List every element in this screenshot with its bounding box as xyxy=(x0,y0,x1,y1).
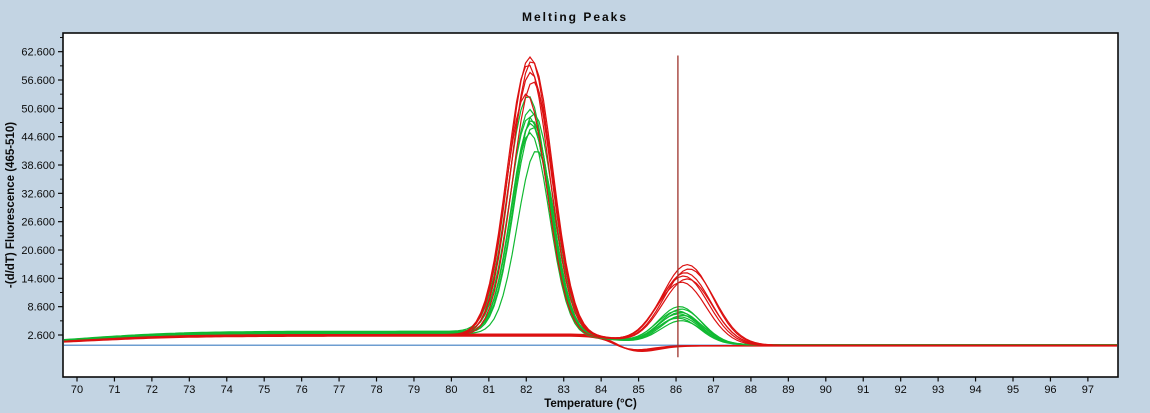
y-tick-label: 26.600 xyxy=(21,217,55,229)
x-tick-label: 97 xyxy=(1082,384,1094,396)
x-tick-label: 73 xyxy=(183,384,195,396)
x-axis-label: Temperature (°C) xyxy=(544,398,637,410)
x-tick-label: 70 xyxy=(71,384,83,396)
y-axis-label: -(d/dT) Fluorescence (465-510) xyxy=(5,122,17,288)
y-tick-label: 38.600 xyxy=(21,160,55,172)
x-tick-label: 82 xyxy=(520,384,532,396)
x-tick-label: 96 xyxy=(1044,384,1056,396)
plot-area xyxy=(62,32,1119,378)
x-tick-label: 76 xyxy=(296,384,308,396)
x-tick-label: 94 xyxy=(969,384,981,396)
x-tick-label: 91 xyxy=(857,384,869,396)
x-tick-label: 90 xyxy=(820,384,832,396)
x-tick-label: 74 xyxy=(221,384,233,396)
x-tick-label: 88 xyxy=(745,384,757,396)
x-tick-label: 75 xyxy=(258,384,270,396)
x-tick-label: 80 xyxy=(445,384,457,396)
y-tick-label: 56.600 xyxy=(21,75,55,87)
x-tick-label: 78 xyxy=(370,384,382,396)
x-tick-label: 71 xyxy=(108,384,120,396)
y-tick-label: 14.600 xyxy=(21,273,55,285)
y-tick-label: 32.600 xyxy=(21,188,55,200)
x-tick-label: 95 xyxy=(1007,384,1019,396)
x-tick-label: 84 xyxy=(595,384,607,396)
y-tick-label: 44.600 xyxy=(21,132,55,144)
x-tick-label: 72 xyxy=(146,384,158,396)
x-tick-label: 86 xyxy=(670,384,682,396)
y-tick-label: 2.600 xyxy=(27,330,55,342)
y-tick-label: 8.600 xyxy=(27,302,55,314)
y-tick-label: 50.600 xyxy=(21,103,55,115)
chart-title: Melting Peaks xyxy=(521,10,629,24)
x-tick-label: 77 xyxy=(333,384,345,396)
x-tick-label: 83 xyxy=(558,384,570,396)
x-tick-label: 79 xyxy=(408,384,420,396)
x-tick-label: 81 xyxy=(483,384,495,396)
x-tick-label: 92 xyxy=(895,384,907,396)
series-curve-red-6[interactable] xyxy=(63,93,1119,346)
x-tick-label: 85 xyxy=(632,384,644,396)
x-tick-label: 89 xyxy=(782,384,794,396)
x-tick-label: 87 xyxy=(707,384,719,396)
x-tick-label: 93 xyxy=(932,384,944,396)
y-tick-label: 20.600 xyxy=(21,245,55,257)
y-tick-label: 62.600 xyxy=(21,47,55,59)
